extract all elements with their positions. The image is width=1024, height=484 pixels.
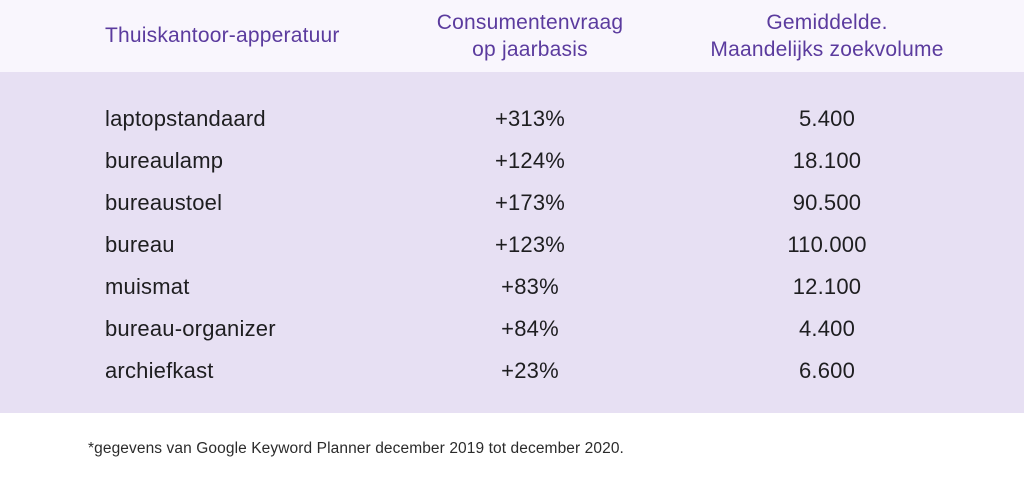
search-volume: 4.400 — [798, 316, 856, 341]
product-name: bureaustoel — [105, 190, 223, 215]
table-row: muismat +83% 12.100 — [0, 266, 1004, 308]
product-name: bureau-organizer — [105, 316, 276, 341]
product-name: muismat — [105, 274, 190, 299]
table-header: Thuiskantoor-apperatuur Consumentenvraag… — [0, 0, 1024, 72]
search-volume: 110.000 — [787, 232, 867, 257]
column-header-product: Thuiskantoor-apperatuur — [105, 24, 340, 48]
demand-change: +173% — [494, 190, 566, 215]
demand-change: +84% — [501, 316, 559, 341]
table-row: bureau-organizer +84% 4.400 — [0, 308, 1004, 350]
product-name: bureau — [105, 232, 175, 257]
table-row: bureau +123% 110.000 — [0, 224, 1004, 266]
demand-change: +313% — [494, 106, 566, 131]
product-name: bureaulamp — [105, 148, 224, 173]
table-row: laptopstandaard +313% 5.400 — [0, 98, 1004, 140]
product-name: laptopstandaard — [105, 106, 266, 131]
demand-change: +23% — [501, 358, 559, 383]
product-name: archiefkast — [105, 358, 214, 383]
table-row: bureaustoel +173% 90.500 — [0, 182, 1004, 224]
footnote-area: *gegevens van Google Keyword Planner dec… — [0, 413, 1024, 484]
table-row: bureaulamp +124% 18.100 — [0, 140, 1004, 182]
demand-change: +123% — [494, 232, 566, 257]
search-volume: 12.100 — [792, 274, 862, 299]
demand-change: +124% — [494, 148, 566, 173]
table-body: laptopstandaard +313% 5.400 bureaulamp +124%… — [0, 72, 1024, 413]
search-volume: 5.400 — [798, 106, 856, 131]
table-row: archiefkast +23% 6.600 — [0, 350, 1004, 392]
search-volume: 18.100 — [792, 148, 862, 173]
column-header-demand-change: Consumentenvraag op jaarbasis — [436, 10, 624, 61]
search-volume: 6.600 — [798, 358, 856, 383]
demand-change: +83% — [501, 274, 559, 299]
column-header-search-volume: Gemiddelde. Maandelijks zoekvolume — [710, 10, 944, 61]
source-footnote: *gegevens van Google Keyword Planner dec… — [88, 439, 624, 457]
search-volume: 90.500 — [792, 190, 862, 215]
